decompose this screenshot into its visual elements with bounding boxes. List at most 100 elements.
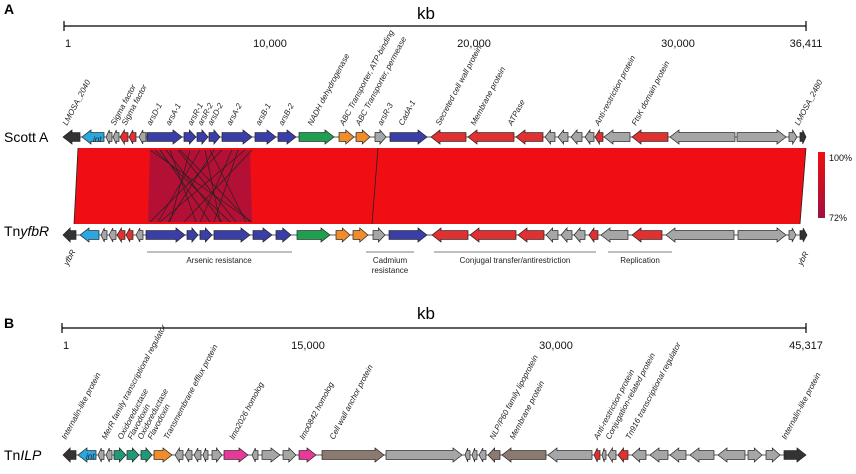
- identity-legend: 100% 72%: [818, 152, 852, 223]
- gene-arrow: [649, 447, 669, 463]
- gene-arrow: [593, 447, 601, 463]
- region-arsenic-resistance: Arsenic resistance: [147, 251, 292, 265]
- gene-arrow: [153, 447, 173, 463]
- gene-label: Transmembrane efflux protein: [162, 343, 220, 441]
- gene-arrow: [689, 447, 715, 463]
- gene-label: Anti-restriction protein: [592, 54, 637, 128]
- region-label: Cadmium: [373, 256, 408, 265]
- gene-arrow: [183, 129, 197, 145]
- track-label-tnyfbr: TnyfbR: [4, 223, 49, 239]
- gene-arrow: [573, 227, 586, 243]
- gene-arrow: [669, 447, 687, 463]
- gene-arrow: [138, 129, 147, 145]
- gene-arrow: [62, 227, 77, 243]
- gene-arrow: [607, 446, 617, 464]
- gene-arrow: [335, 227, 351, 243]
- gene-label: LMOSA_2040: [61, 78, 93, 127]
- gene-label: arsA-2: [225, 101, 244, 127]
- gene-arrow: [467, 129, 515, 145]
- side-label-right: ybR: [795, 250, 810, 268]
- homology-crossing-line: [204, 149, 221, 223]
- panel-b-letter: B: [4, 315, 14, 331]
- gene-arrow: [321, 447, 385, 463]
- gene-arrow: [119, 128, 129, 146]
- gene-arrow: [105, 129, 113, 145]
- gene-track-scott-a: [62, 128, 807, 146]
- gene-label: Internalin-like protein: [60, 371, 103, 441]
- panel-a-tick: 36,411: [790, 38, 823, 50]
- homology-crossing-line: [183, 149, 253, 223]
- gene-arrow: [669, 129, 736, 145]
- panel-b-tick: 30,000: [539, 340, 573, 352]
- gene-arrow: [140, 447, 153, 463]
- gene-arrow: [799, 227, 808, 243]
- gene-arrow: [125, 227, 134, 243]
- gene-arrow: [631, 129, 669, 145]
- gene-arrow: [213, 227, 251, 243]
- panel-a-gene-labels: LMOSA_2040 int Sigma factor Sigma factor…: [61, 28, 825, 144]
- gene-arrow: [298, 447, 317, 463]
- gene-arrow: [617, 446, 629, 464]
- gene-arrow: [736, 129, 787, 145]
- track-label-tnilp: TnILP: [4, 447, 42, 463]
- panel-a-tick: 1: [65, 38, 71, 50]
- panel-a-axis: [63, 21, 807, 31]
- gene-arrow: [603, 129, 631, 145]
- gene-label: arsR-3: [376, 101, 395, 127]
- gene-arrow: [208, 129, 221, 145]
- homology-crossing-line: [169, 149, 191, 223]
- gene-label: arsD-1: [145, 102, 164, 127]
- gene-arrow: [389, 129, 428, 145]
- homology-crossing-line: [165, 149, 223, 223]
- gene-label-int: int: [86, 452, 95, 461]
- gene-arrow: [296, 227, 331, 243]
- gene-track-tnyfbr: [62, 226, 808, 244]
- gene-arrow: [113, 447, 127, 463]
- gene-arrow: [631, 227, 663, 243]
- region-label: Conjugal transfer/antirestriction: [460, 256, 571, 265]
- homology-crossing-line: [169, 149, 197, 223]
- homology-crossing-line: [209, 149, 247, 223]
- gene-label: arsB-2: [277, 101, 296, 127]
- legend-max: 100%: [829, 153, 852, 163]
- panel-a-tick: 10,000: [253, 38, 287, 50]
- region-label: resistance: [372, 266, 409, 275]
- region-conjugal-transfer: Conjugal transfer/antirestriction: [434, 251, 596, 265]
- track-label-scott-a: Scott A: [4, 129, 49, 145]
- gene-arrow: [275, 227, 292, 243]
- gene-label: arsA-1: [164, 102, 183, 127]
- gene-arrow: [298, 129, 335, 145]
- homology-crossing-line: [157, 149, 201, 223]
- gene-arrow: [560, 227, 573, 243]
- gene-arrow: [570, 129, 583, 145]
- gene-arrow: [487, 447, 501, 463]
- region-replication: Replication: [608, 251, 672, 265]
- gene-arrow: [747, 447, 763, 463]
- gene-arrow: [79, 227, 100, 243]
- gene-arrow: [77, 447, 97, 463]
- gene-arrow: [788, 227, 797, 243]
- gene-arrow: [600, 227, 629, 243]
- homology-crossing-line: [159, 149, 246, 223]
- gene-label-int: int: [93, 135, 102, 144]
- panel-b-axis: [61, 323, 807, 333]
- gene-arrow: [277, 129, 297, 145]
- gene-arrow: [196, 129, 209, 145]
- side-label-left: yfbR: [61, 248, 77, 268]
- gene-arrow: [116, 226, 126, 244]
- panel-a-axis-unit: kb: [417, 4, 435, 23]
- gene-arrow: [588, 226, 599, 244]
- gene-label: Internalin-like protein: [780, 371, 823, 441]
- gene-arrow: [199, 227, 213, 243]
- gene-arrow: [601, 447, 607, 463]
- gene-arrow: [372, 227, 386, 243]
- gene-label: Cell wall anchor protein: [328, 363, 375, 441]
- gene-arrow: [62, 447, 77, 463]
- gene-label: LMOSA_2480: [793, 78, 825, 127]
- gene-arrow: [282, 447, 297, 463]
- gene-arrow: [105, 447, 113, 463]
- legend-min: 72%: [829, 213, 847, 223]
- homology-edge-line: [73, 147, 79, 225]
- gene-arrow: [251, 447, 259, 463]
